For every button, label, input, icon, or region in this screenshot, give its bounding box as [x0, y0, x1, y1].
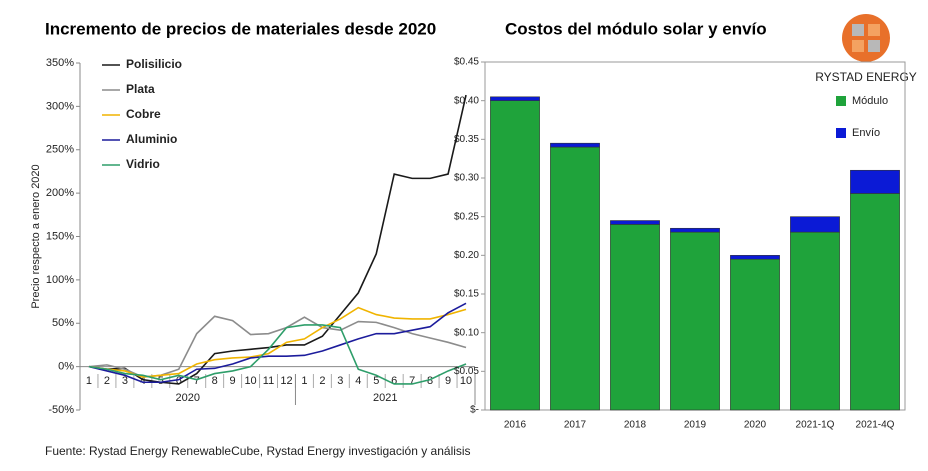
y-tick-label: 200%	[46, 187, 74, 199]
x-tick-label: 5	[158, 375, 164, 387]
y-tick-label: $0.30	[454, 173, 479, 184]
x-tick-label: 3	[122, 375, 128, 387]
legend-label: Módulo	[852, 95, 888, 107]
bar-segment	[670, 227, 720, 233]
y-tick-label: 250%	[46, 144, 74, 156]
bar-segment	[790, 216, 840, 233]
x-tick-label: 2018	[624, 420, 647, 431]
x-tick-label: 2	[104, 375, 110, 387]
series-line	[88, 306, 467, 378]
x-tick-label: 6	[176, 375, 182, 387]
x-tick-label: 9	[230, 375, 236, 387]
bar-segment	[850, 193, 900, 411]
x-tick-label: 5	[373, 375, 379, 387]
x-tick-label: 4	[355, 375, 361, 387]
x-tick-label: 2016	[504, 420, 527, 431]
x-group-label: 2021	[373, 392, 397, 404]
x-group-label: 2020	[175, 392, 199, 404]
y-tick-label: 50%	[52, 317, 74, 329]
y-tick-label: 350%	[46, 57, 74, 69]
x-tick-label: 1	[301, 375, 307, 387]
legend-label: Plata	[126, 82, 155, 96]
y-tick-label: 150%	[46, 230, 74, 242]
x-tick-label: 2021-1Q	[796, 420, 835, 431]
legend-label: Polisilicio	[126, 57, 182, 71]
x-tick-label: 6	[391, 375, 397, 387]
x-tick-label: 8	[427, 375, 433, 387]
y-tick-label: $-	[470, 405, 479, 416]
legend-label: Cobre	[126, 107, 161, 121]
bar-segment	[490, 100, 540, 411]
x-tick-label: 11	[263, 375, 274, 387]
chart-title: Costos del módulo solar y envío	[505, 19, 767, 38]
y-tick-label: $0.25	[454, 211, 479, 222]
bar-segment	[850, 169, 900, 194]
logo-text: RYSTAD ENERGY	[815, 70, 917, 84]
legend-label: Aluminio	[126, 132, 177, 146]
series-line	[88, 324, 467, 385]
series-line	[88, 302, 467, 384]
y-tick-label: 0%	[58, 361, 74, 373]
x-tick-label: 7	[409, 375, 415, 387]
y-tick-label: $0.10	[454, 327, 479, 338]
x-tick-label: 12	[280, 375, 292, 387]
footer: Fuente: Rystad Energy RenewableCube, Rys…	[45, 444, 471, 458]
y-tick-label: $0.05	[454, 366, 479, 377]
bar-segment	[610, 224, 660, 411]
bar-segment	[670, 231, 720, 411]
bar-segment	[490, 96, 540, 101]
x-tick-label: 7	[194, 375, 200, 387]
x-tick-label: 2	[319, 375, 325, 387]
logo-icon	[842, 14, 890, 62]
y-tick-label: 100%	[46, 274, 74, 286]
chart-title: Incremento de precios de materiales desd…	[45, 19, 436, 38]
x-tick-label: 10	[460, 375, 472, 387]
x-tick-label: 8	[212, 375, 218, 387]
x-tick-label: 2019	[684, 420, 707, 431]
bar-segment	[730, 258, 780, 411]
bar-segment	[550, 142, 600, 148]
x-tick-label: 3	[337, 375, 343, 387]
y-tick-label: $0.35	[454, 134, 479, 145]
legend-label: Vidrio	[126, 157, 160, 171]
bar-segment	[790, 231, 840, 411]
y-tick-label: -50%	[48, 404, 74, 416]
x-tick-label: 2020	[744, 420, 767, 431]
legend-label: Envío	[852, 127, 880, 139]
legend-swatch	[836, 128, 846, 138]
y-tick-label: 300%	[46, 100, 74, 112]
x-tick-label: 2021-4Q	[856, 420, 895, 431]
bar-segment	[550, 146, 600, 411]
y-axis-label: Precio respecto a enero 2020	[30, 164, 42, 308]
x-tick-label: 10	[244, 375, 256, 387]
y-tick-label: $0.40	[454, 95, 479, 106]
y-tick-label: $0.15	[454, 289, 479, 300]
x-tick-label: 2017	[564, 420, 587, 431]
bar-segment	[610, 220, 660, 225]
series-line	[88, 94, 467, 385]
x-tick-label: 1	[86, 375, 92, 387]
bar-segment	[730, 255, 780, 260]
legend-swatch	[836, 96, 846, 106]
x-tick-label: 9	[445, 375, 451, 387]
x-tick-label: 4	[140, 375, 146, 387]
y-tick-label: $0.20	[454, 250, 479, 261]
y-tick-label: $0.45	[454, 57, 479, 68]
